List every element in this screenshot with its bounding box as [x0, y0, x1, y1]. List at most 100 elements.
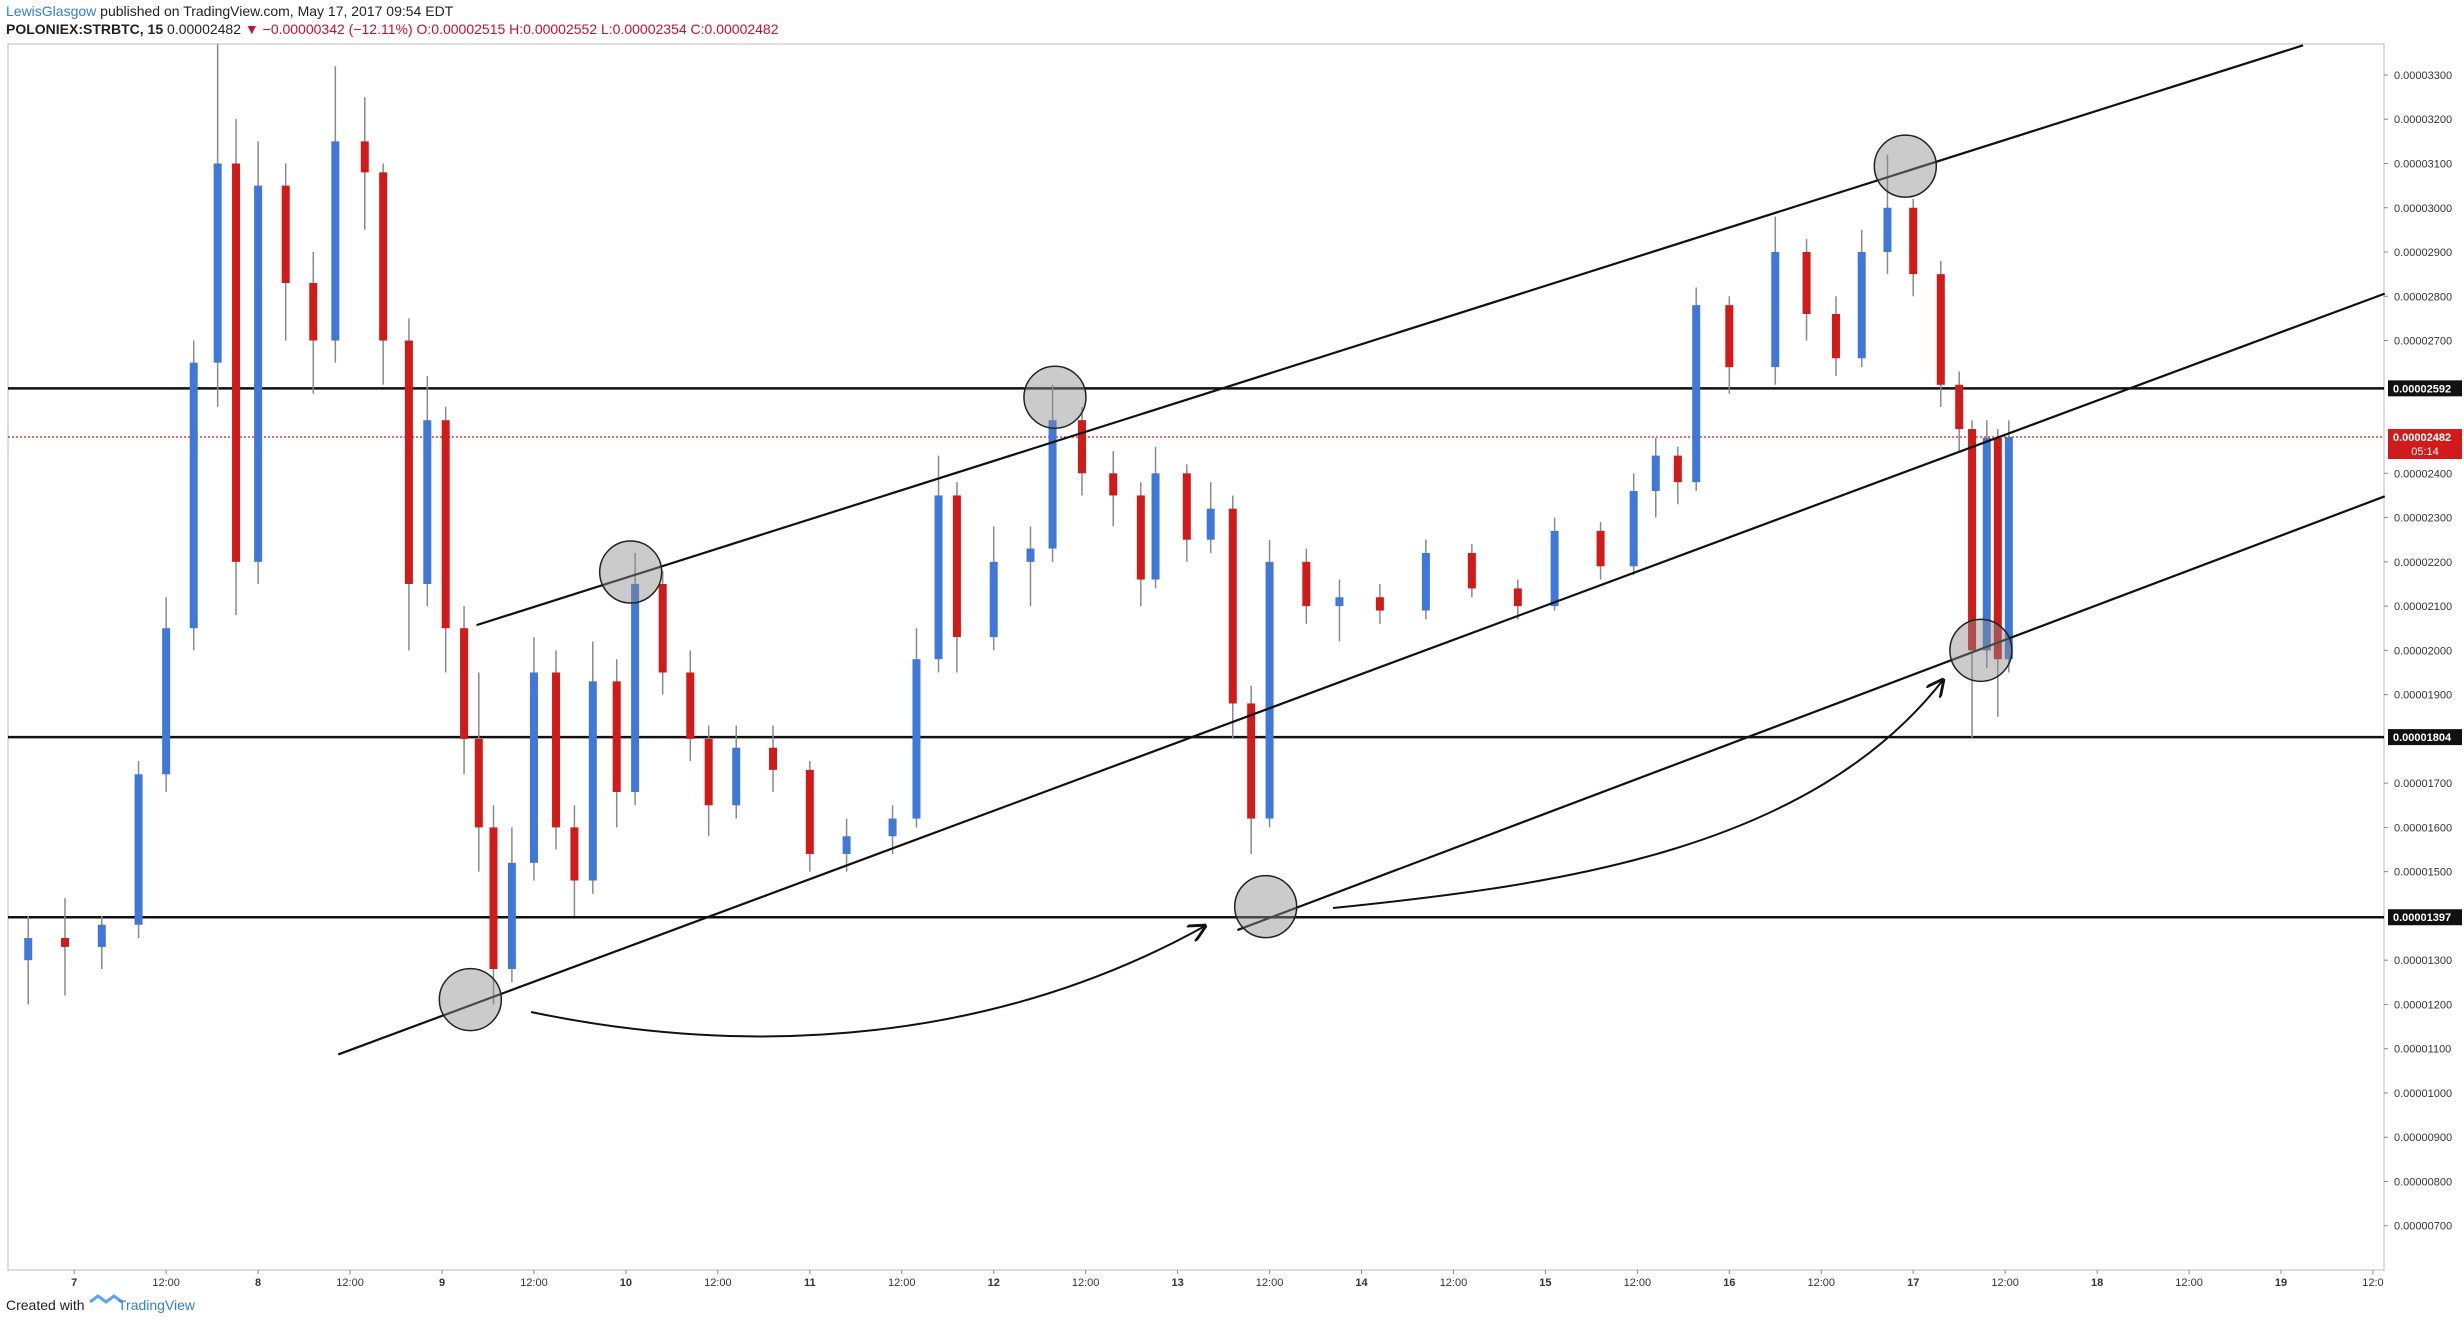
level-tag	[2388, 729, 2462, 746]
candle-body	[934, 495, 943, 660]
trendline	[1236, 495, 2386, 932]
x-tick-label: 12:00	[888, 1277, 916, 1289]
candle-body	[97, 924, 106, 947]
symbol: POLONIEX:STRBTC, 15	[6, 21, 163, 37]
candle-body	[232, 163, 241, 562]
x-tick-label: 12:00	[1991, 1277, 2019, 1289]
x-tick-label: 15	[1539, 1277, 1551, 1289]
y-tick-label: 0.00001000	[2394, 1088, 2452, 1100]
y-tick-label: 0.00001900	[2394, 690, 2452, 702]
candle-body	[1151, 473, 1160, 580]
candle-body	[704, 738, 713, 806]
candle-body	[1136, 495, 1145, 580]
candle-body	[404, 340, 413, 584]
candle-body	[631, 583, 640, 792]
x-tick-label: 12:00	[1440, 1277, 1468, 1289]
candle-body	[1673, 455, 1682, 483]
trendline	[476, 44, 2304, 627]
candle-body	[1692, 305, 1701, 483]
x-tick-label: 12:00	[1624, 1277, 1652, 1289]
candle-body	[1993, 437, 2002, 660]
candle-body	[529, 672, 538, 863]
candle-body	[658, 583, 667, 673]
y-tick-label: 0.00001100	[2394, 1044, 2451, 1056]
y-tick-label: 0.00002000	[2394, 645, 2452, 657]
candle-body	[2004, 437, 2013, 660]
candle-body	[309, 283, 318, 341]
candle-body	[732, 747, 741, 806]
y-tick-label: 0.00002400	[2394, 468, 2452, 480]
published: published on TradingView.com, May 17, 20…	[100, 3, 454, 19]
candle-body	[331, 141, 340, 341]
candle-body	[952, 495, 961, 638]
candle-body	[1077, 420, 1086, 474]
candle-body	[612, 681, 621, 792]
level-tag	[2388, 909, 2462, 926]
highlight-circle	[438, 967, 503, 1032]
candle-body	[1936, 274, 1945, 385]
candle-body	[1550, 530, 1559, 607]
y-tick-label: 0.00001600	[2394, 822, 2452, 834]
plot: 0.00000700 0.00000800 0.00000900 0.00001000…	[8, 44, 2462, 1289]
x-tick-label: 9	[439, 1277, 445, 1289]
candle-body	[888, 818, 897, 837]
author[interactable]: LewisGlasgow	[6, 3, 97, 19]
x-tick-label: 17	[1907, 1277, 1919, 1289]
candle-body	[162, 628, 171, 775]
y-tick-label: 0.00000900	[2394, 1132, 2452, 1144]
candle-body	[1831, 313, 1840, 359]
candle-body	[507, 862, 516, 970]
level-tag	[2388, 380, 2462, 397]
x-tick-label: 18	[2091, 1277, 2103, 1289]
y-tick-label: 0.00000800	[2394, 1176, 2452, 1188]
y-tick-label: 0.00002200	[2394, 557, 2452, 569]
candle-body	[189, 362, 198, 629]
trendline	[337, 292, 2386, 1056]
candle-body	[552, 672, 561, 828]
candle-body	[379, 172, 388, 341]
candle-body	[474, 738, 483, 828]
candle-body	[1968, 429, 1977, 651]
y-tick-label: 0.00003300	[2394, 70, 2452, 82]
plot-frame	[7, 43, 2385, 1271]
level-label: 0.00001397	[2393, 912, 2451, 924]
y-tick-label: 0.00002800	[2394, 291, 2452, 303]
candle-body	[1883, 207, 1892, 253]
x-tick-label: 14	[1355, 1277, 1368, 1289]
candle-body	[588, 681, 597, 881]
y-tick-label: 0.00001300	[2394, 955, 2452, 967]
highlight-circle	[1233, 874, 1298, 939]
candle-body	[1629, 491, 1638, 567]
highlight-circle	[1023, 365, 1087, 429]
candle-body	[1467, 552, 1476, 589]
candle-body	[686, 672, 695, 739]
candle-body	[360, 141, 369, 173]
x-tick-label: 12:00	[520, 1277, 548, 1289]
candle-body	[1026, 548, 1035, 562]
candle-body	[460, 628, 469, 739]
footer-brand[interactable]: TradingView	[118, 1297, 196, 1313]
last-price-label: 0.00002482	[2393, 432, 2451, 444]
candle-body	[989, 561, 998, 638]
candle-body	[1955, 384, 1964, 430]
x-tick-label: 19	[2275, 1277, 2287, 1289]
candle-body	[1857, 252, 1866, 359]
candle-body	[281, 185, 290, 284]
footer-created: Created with	[6, 1297, 85, 1313]
x-tick-label: 10	[620, 1277, 632, 1289]
candle-body	[1651, 455, 1660, 492]
x-tick-label: 12:0	[2362, 1277, 2383, 1289]
candle-body	[441, 420, 450, 629]
highlight-circle	[1949, 618, 2013, 683]
candle-body	[1725, 305, 1734, 368]
candle-body	[1513, 588, 1522, 607]
ohlc-text: O:0.00002515 H:0.00002552 L:0.00002354 C…	[417, 21, 779, 37]
x-tick-label: 12:00	[1256, 1277, 1284, 1289]
highlight-circle	[598, 540, 663, 604]
x-tick-label: 12:00	[1807, 1277, 1835, 1289]
candle-body	[1182, 473, 1191, 540]
candle-body	[1302, 561, 1311, 607]
x-tick-label: 8	[255, 1277, 261, 1289]
candle-body	[489, 827, 498, 970]
candle-body	[1909, 207, 1918, 275]
